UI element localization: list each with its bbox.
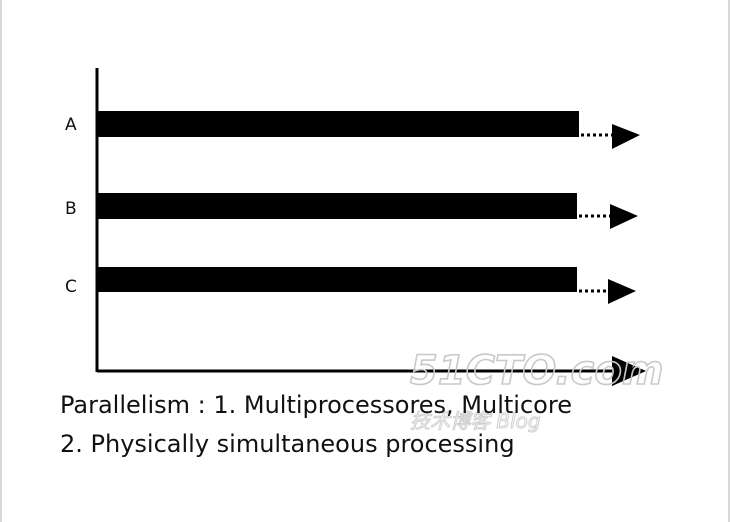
caption-line-1: Parallelism : 1. Multiprocessores, Multi… xyxy=(60,391,572,419)
process-bar-b xyxy=(98,193,577,219)
row-label-c: C xyxy=(65,277,77,297)
row-label-a: A xyxy=(65,115,77,135)
process-bar-a xyxy=(98,111,579,137)
process-bar-c xyxy=(98,267,577,292)
caption-line-2: 2. Physically simultaneous processing xyxy=(60,430,515,458)
right-edge-line xyxy=(728,0,730,522)
row-label-b: B xyxy=(65,199,77,219)
continuation-arrowhead-b xyxy=(610,204,638,229)
x-axis-arrowhead xyxy=(612,356,646,386)
left-edge-line xyxy=(0,0,2,522)
continuation-arrowhead-c xyxy=(608,279,636,304)
continuation-arrowhead-a xyxy=(612,124,640,149)
